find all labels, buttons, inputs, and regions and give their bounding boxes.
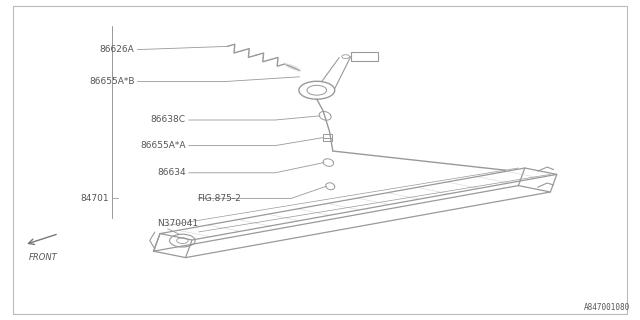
Text: 86655A*B: 86655A*B [89, 77, 134, 86]
Text: A847001080: A847001080 [584, 303, 630, 312]
Text: 86638C: 86638C [150, 116, 186, 124]
Text: 86655A*A: 86655A*A [140, 141, 186, 150]
Text: FIG.875-2: FIG.875-2 [197, 194, 241, 203]
Text: N370041: N370041 [157, 220, 198, 228]
Text: FRONT: FRONT [29, 253, 58, 262]
Text: 84701: 84701 [80, 194, 109, 203]
Text: 86634: 86634 [157, 168, 186, 177]
Text: 86626A: 86626A [100, 45, 134, 54]
Bar [351, 52, 378, 61]
